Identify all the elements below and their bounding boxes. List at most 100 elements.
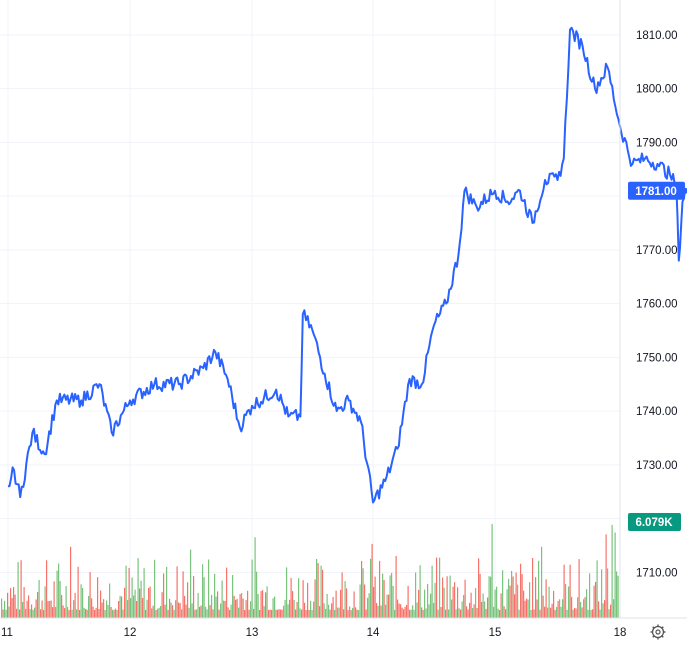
volume-bar: [569, 564, 571, 618]
volume-bar: [275, 609, 277, 618]
volume-bar: [377, 605, 379, 618]
settings-gear-icon[interactable]: [650, 624, 666, 640]
volume-bar: [608, 609, 610, 618]
volume-bar: [433, 602, 435, 618]
volume-bar: [482, 593, 484, 618]
volume-bar: [428, 604, 430, 618]
volume-bar: [472, 607, 474, 618]
volume-bar: [511, 570, 513, 618]
volume-bar: [532, 558, 534, 618]
volume-bar: [278, 609, 280, 618]
volume-bar: [415, 572, 417, 618]
volume-bar: [557, 600, 559, 618]
volume-bar: [251, 559, 253, 618]
volume-bar: [155, 610, 157, 618]
volume-bar: [464, 579, 466, 618]
volume-bar: [113, 609, 115, 618]
volume-bar: [229, 609, 231, 618]
volume-bar: [409, 609, 411, 618]
volume-bar: [77, 566, 79, 618]
volume-bar: [59, 581, 61, 618]
volume-bar: [157, 608, 159, 618]
volume-bar: [139, 588, 141, 618]
volume-bar: [490, 576, 492, 618]
volume-bar: [550, 607, 552, 618]
volume-bar: [314, 579, 316, 618]
volume-bar: [22, 601, 24, 618]
x-tick-label-2: 13: [246, 627, 259, 639]
volume-bar: [176, 566, 178, 618]
volume-bar: [442, 577, 444, 618]
volume-bar: [457, 587, 459, 618]
volume-bar: [235, 599, 237, 618]
volume-bar: [259, 610, 261, 618]
time-axis[interactable]: 11 12 13 14 15 18: [1, 627, 626, 639]
volume-bar: [203, 577, 205, 618]
volume-bar: [68, 610, 70, 618]
volume-bar: [388, 594, 390, 618]
x-tick-label-5: 18: [614, 627, 627, 639]
axis-badges: 1781.00 6.079K: [628, 181, 685, 531]
volume-bar: [214, 573, 216, 618]
volume-bar: [62, 605, 64, 618]
volume-bar: [430, 593, 432, 618]
volume-bar: [145, 609, 147, 618]
volume-bar: [307, 582, 309, 618]
volume-bar: [587, 609, 589, 618]
volume-bar: [149, 586, 151, 618]
volume-bar: [604, 600, 606, 618]
volume-bar: [523, 590, 525, 618]
volume-bar: [575, 608, 577, 618]
x-tick-label-4: 15: [489, 627, 502, 639]
volume-bar: [184, 596, 186, 618]
volume-bar: [613, 599, 615, 618]
volume-bar: [119, 595, 121, 618]
volume-bar: [458, 608, 460, 618]
volume-bar: [572, 609, 574, 618]
volume-bar: [242, 598, 244, 618]
volume-bar: [190, 549, 192, 618]
volume-bar: [82, 587, 84, 618]
volume-bar: [175, 600, 177, 618]
volume-bar: [179, 603, 181, 618]
volume-bar: [170, 602, 172, 618]
last-price-badge: [628, 181, 685, 200]
volume-bar: [592, 609, 594, 618]
volume-bar: [319, 606, 321, 618]
volume-bar: [160, 606, 162, 618]
volume-bar: [217, 591, 219, 618]
volume-bar: [112, 609, 114, 618]
volume-bar: [322, 569, 324, 618]
volume-bar: [274, 596, 276, 618]
volume-bar: [514, 594, 516, 618]
price-axis[interactable]: 1710.00 1730.00 1740.00 1750.00 1760.00 1770.…: [636, 30, 678, 579]
volume-bar: [47, 601, 49, 618]
volume-bar: [199, 606, 201, 618]
volume-bar: [193, 576, 195, 618]
y-tick-label-2: 1730.00: [636, 460, 678, 472]
volume-bar: [515, 572, 517, 618]
volume-bar: [484, 601, 486, 618]
volume-bar: [407, 585, 409, 618]
volume-bar: [335, 590, 337, 618]
volume-bar: [107, 604, 109, 618]
volume-bar: [398, 603, 400, 618]
volume-bar: [553, 590, 555, 618]
volume-bar: [100, 590, 102, 618]
volume-bar: [566, 609, 568, 618]
volume-bar: [394, 609, 396, 618]
volume-bar: [284, 600, 286, 618]
volume-bar: [361, 561, 363, 618]
volume-bar: [418, 589, 420, 618]
volume-bar: [161, 592, 163, 618]
volume-bar: [533, 609, 535, 618]
volume-bar: [521, 574, 523, 618]
volume-bar: [602, 603, 604, 618]
volume-bar: [188, 607, 190, 618]
price-line: [7, 26, 686, 504]
volume-bar: [601, 569, 603, 618]
y-tick-label-8: 1790.00: [636, 137, 678, 149]
volume-bar: [116, 610, 118, 618]
